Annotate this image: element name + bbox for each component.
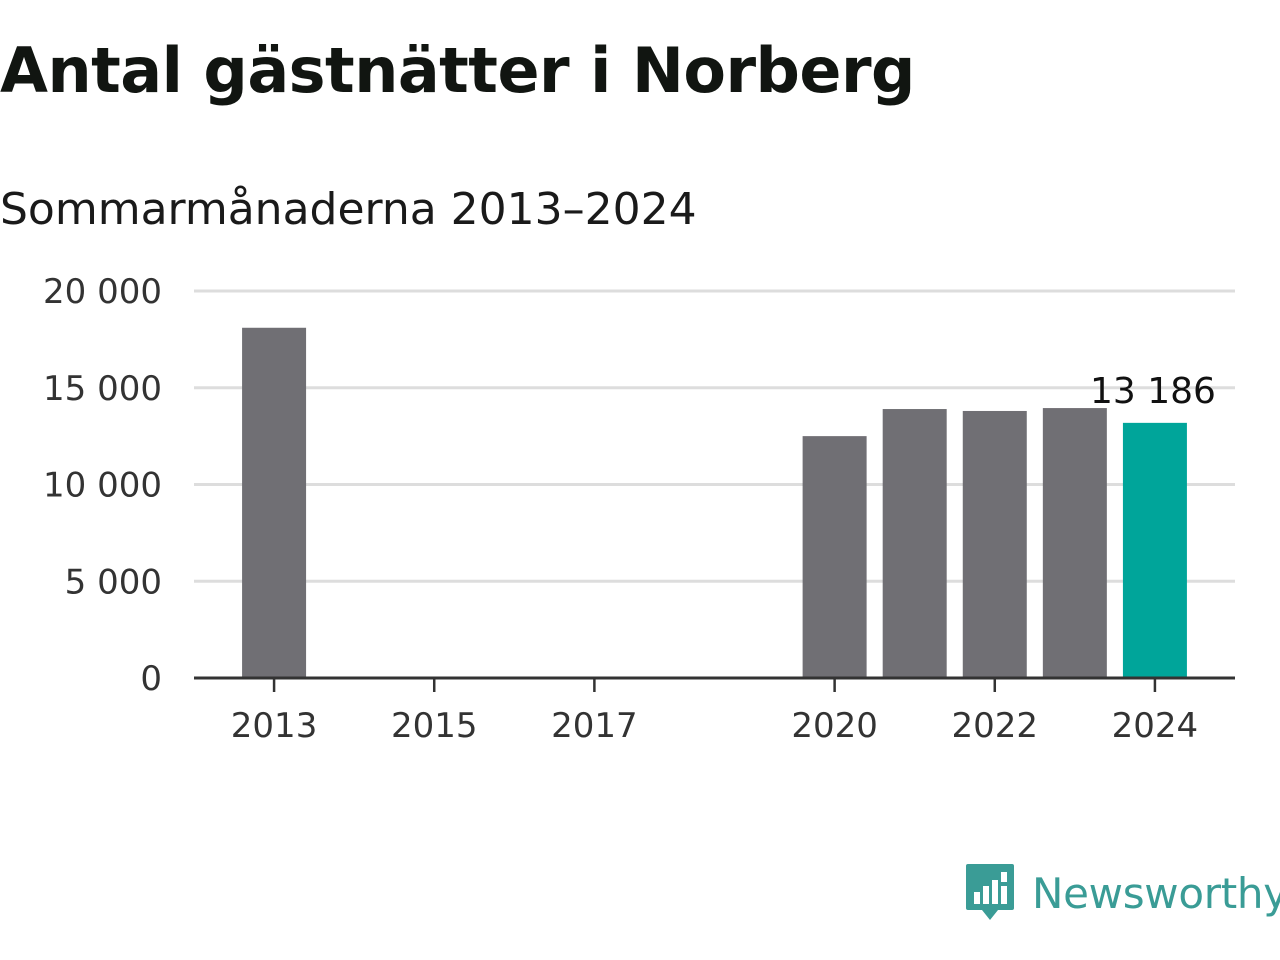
x-tick-label: 2017 [551,706,638,746]
x-tick-label: 2022 [952,706,1039,746]
y-tick-label: 10 000 [43,466,162,506]
x-tick-label: 2015 [391,706,478,746]
x-tick-label: 2024 [1112,706,1199,746]
chart-subtitle: Sommarmånaderna 2013–2024 [0,184,697,235]
newsworthy-logo-icon [966,864,1014,920]
y-tick-label: 20 000 [43,272,162,312]
bar [962,410,1027,678]
y-tick-label: 15 000 [43,369,162,409]
data-labels: 13 186 [1090,371,1216,412]
bars [242,327,1187,678]
y-tick-label: 5 000 [65,562,162,602]
x-tick-label: 2020 [791,706,878,746]
bar-highlight [1122,422,1187,678]
y-axis-ticks: 0 5 000 10 000 15 000 20 000 [43,272,162,699]
x-axis: 2013 2015 2017 2020 2022 2024 [194,676,1235,746]
x-tick-label: 2013 [231,706,318,746]
bar [1042,408,1107,678]
bar [802,436,867,678]
bar [882,409,947,678]
y-tick-label: 0 [140,659,162,699]
bar-value-label: 13 186 [1090,371,1216,412]
chart-title: Antal gästnätter i Norberg [0,34,915,107]
brand-name: Newsworthy [1032,868,1280,918]
bar [242,327,307,678]
brand-logo: Newsworthy [964,862,1280,924]
